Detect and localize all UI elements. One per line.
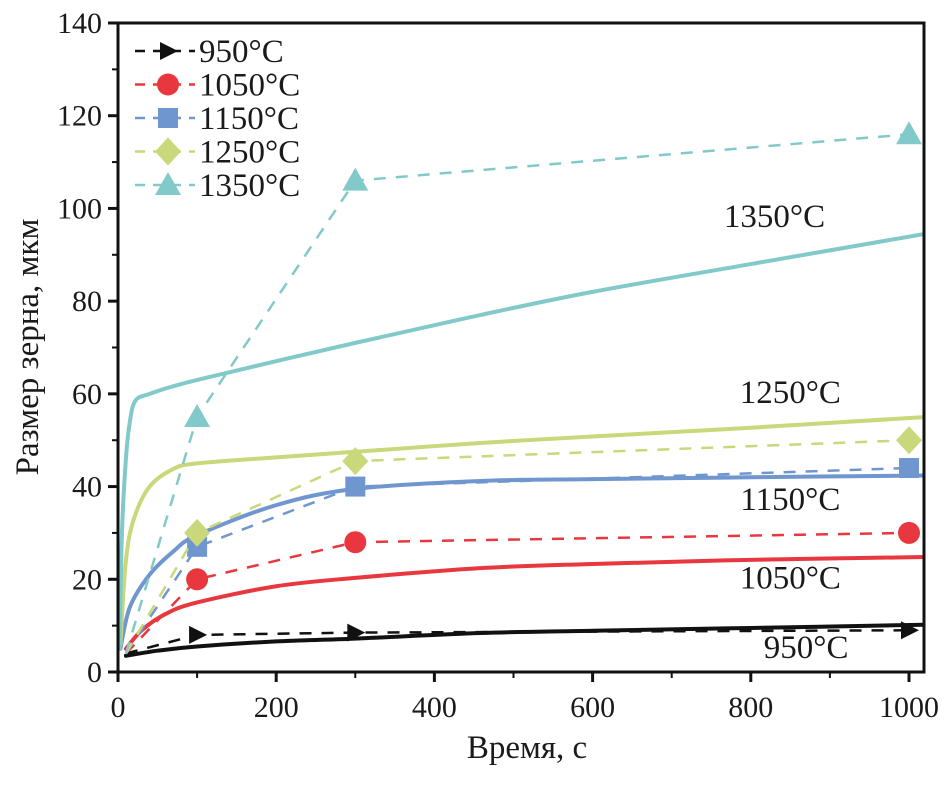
curve-label: 1350°C (724, 199, 825, 235)
data-point (189, 625, 208, 644)
experimental-line-1250c (124, 438, 910, 655)
experimental-line-950c (125, 629, 910, 655)
data-point (342, 167, 369, 191)
data-point (896, 121, 922, 145)
model-curve-1250c (118, 415, 924, 647)
y-tick-label: 120 (57, 100, 102, 133)
data-point (899, 458, 919, 479)
curve-label: 1050°C (740, 561, 841, 597)
data-point (344, 531, 367, 554)
x-tick-label: 1000 (879, 691, 939, 724)
y-tick-label: 140 (57, 7, 102, 40)
data-point (901, 621, 919, 640)
legend-marker-icon (158, 108, 178, 128)
data-point (186, 568, 209, 591)
data-point (898, 521, 920, 544)
model-curve-1150c (118, 473, 924, 651)
curve-label: 950°C (764, 630, 849, 666)
legend-item: 950°C (135, 34, 284, 70)
y-tick-label: 100 (57, 192, 102, 225)
legend-item: 1250°C (135, 135, 300, 171)
data-point (342, 447, 369, 476)
legend-marker-icon (155, 137, 181, 166)
model-curve-950c (123, 622, 924, 658)
y-axis-title: Размер зерна, мкм (10, 219, 46, 476)
y-tick-label: 20 (72, 563, 102, 596)
y-tick-label: 0 (87, 656, 102, 689)
legend-marker-icon (155, 172, 181, 195)
x-axis-title: Время, с (467, 730, 587, 766)
y-tick-label: 40 (72, 471, 102, 504)
experimental-line-1150c (124, 466, 910, 655)
data-point (347, 623, 366, 642)
data-point (345, 476, 366, 497)
curve-label: 1250°C (740, 375, 841, 411)
data-point (184, 404, 211, 428)
experimental-line-1050c (125, 531, 910, 655)
x-tick-label: 800 (728, 691, 773, 724)
curve-label: 1150°C (740, 482, 840, 518)
legend-item: 1050°C (135, 68, 300, 104)
x-tick-label: 0 (111, 691, 126, 724)
series-layer (118, 121, 924, 658)
legend-label: 1150°C (199, 101, 299, 137)
y-tick-label: 80 (72, 285, 102, 318)
legend-label: 1250°C (199, 135, 300, 171)
legend-item: 1350°C (135, 168, 300, 204)
legend-marker-icon (157, 73, 179, 96)
legend-label: 950°C (199, 34, 284, 70)
curve-labels: 1350°C 1250°C 1150°C 1050°C 950°C (724, 199, 849, 666)
x-tick-label: 400 (412, 691, 457, 724)
y-tick-label: 60 (72, 378, 102, 411)
data-point (184, 518, 211, 547)
x-tick-label: 600 (570, 691, 615, 724)
data-point (896, 426, 922, 455)
x-tick-label: 200 (254, 691, 299, 724)
legend-label: 1350°C (199, 168, 300, 204)
legend-item: 1150°C (135, 101, 299, 137)
axes: 0 200 400 600 800 1000 0 20 40 60 80 100 120 140 (57, 7, 939, 724)
legend-label: 1050°C (199, 68, 300, 104)
legend-marker-icon (160, 42, 178, 60)
model-curve-1350c (118, 232, 924, 651)
